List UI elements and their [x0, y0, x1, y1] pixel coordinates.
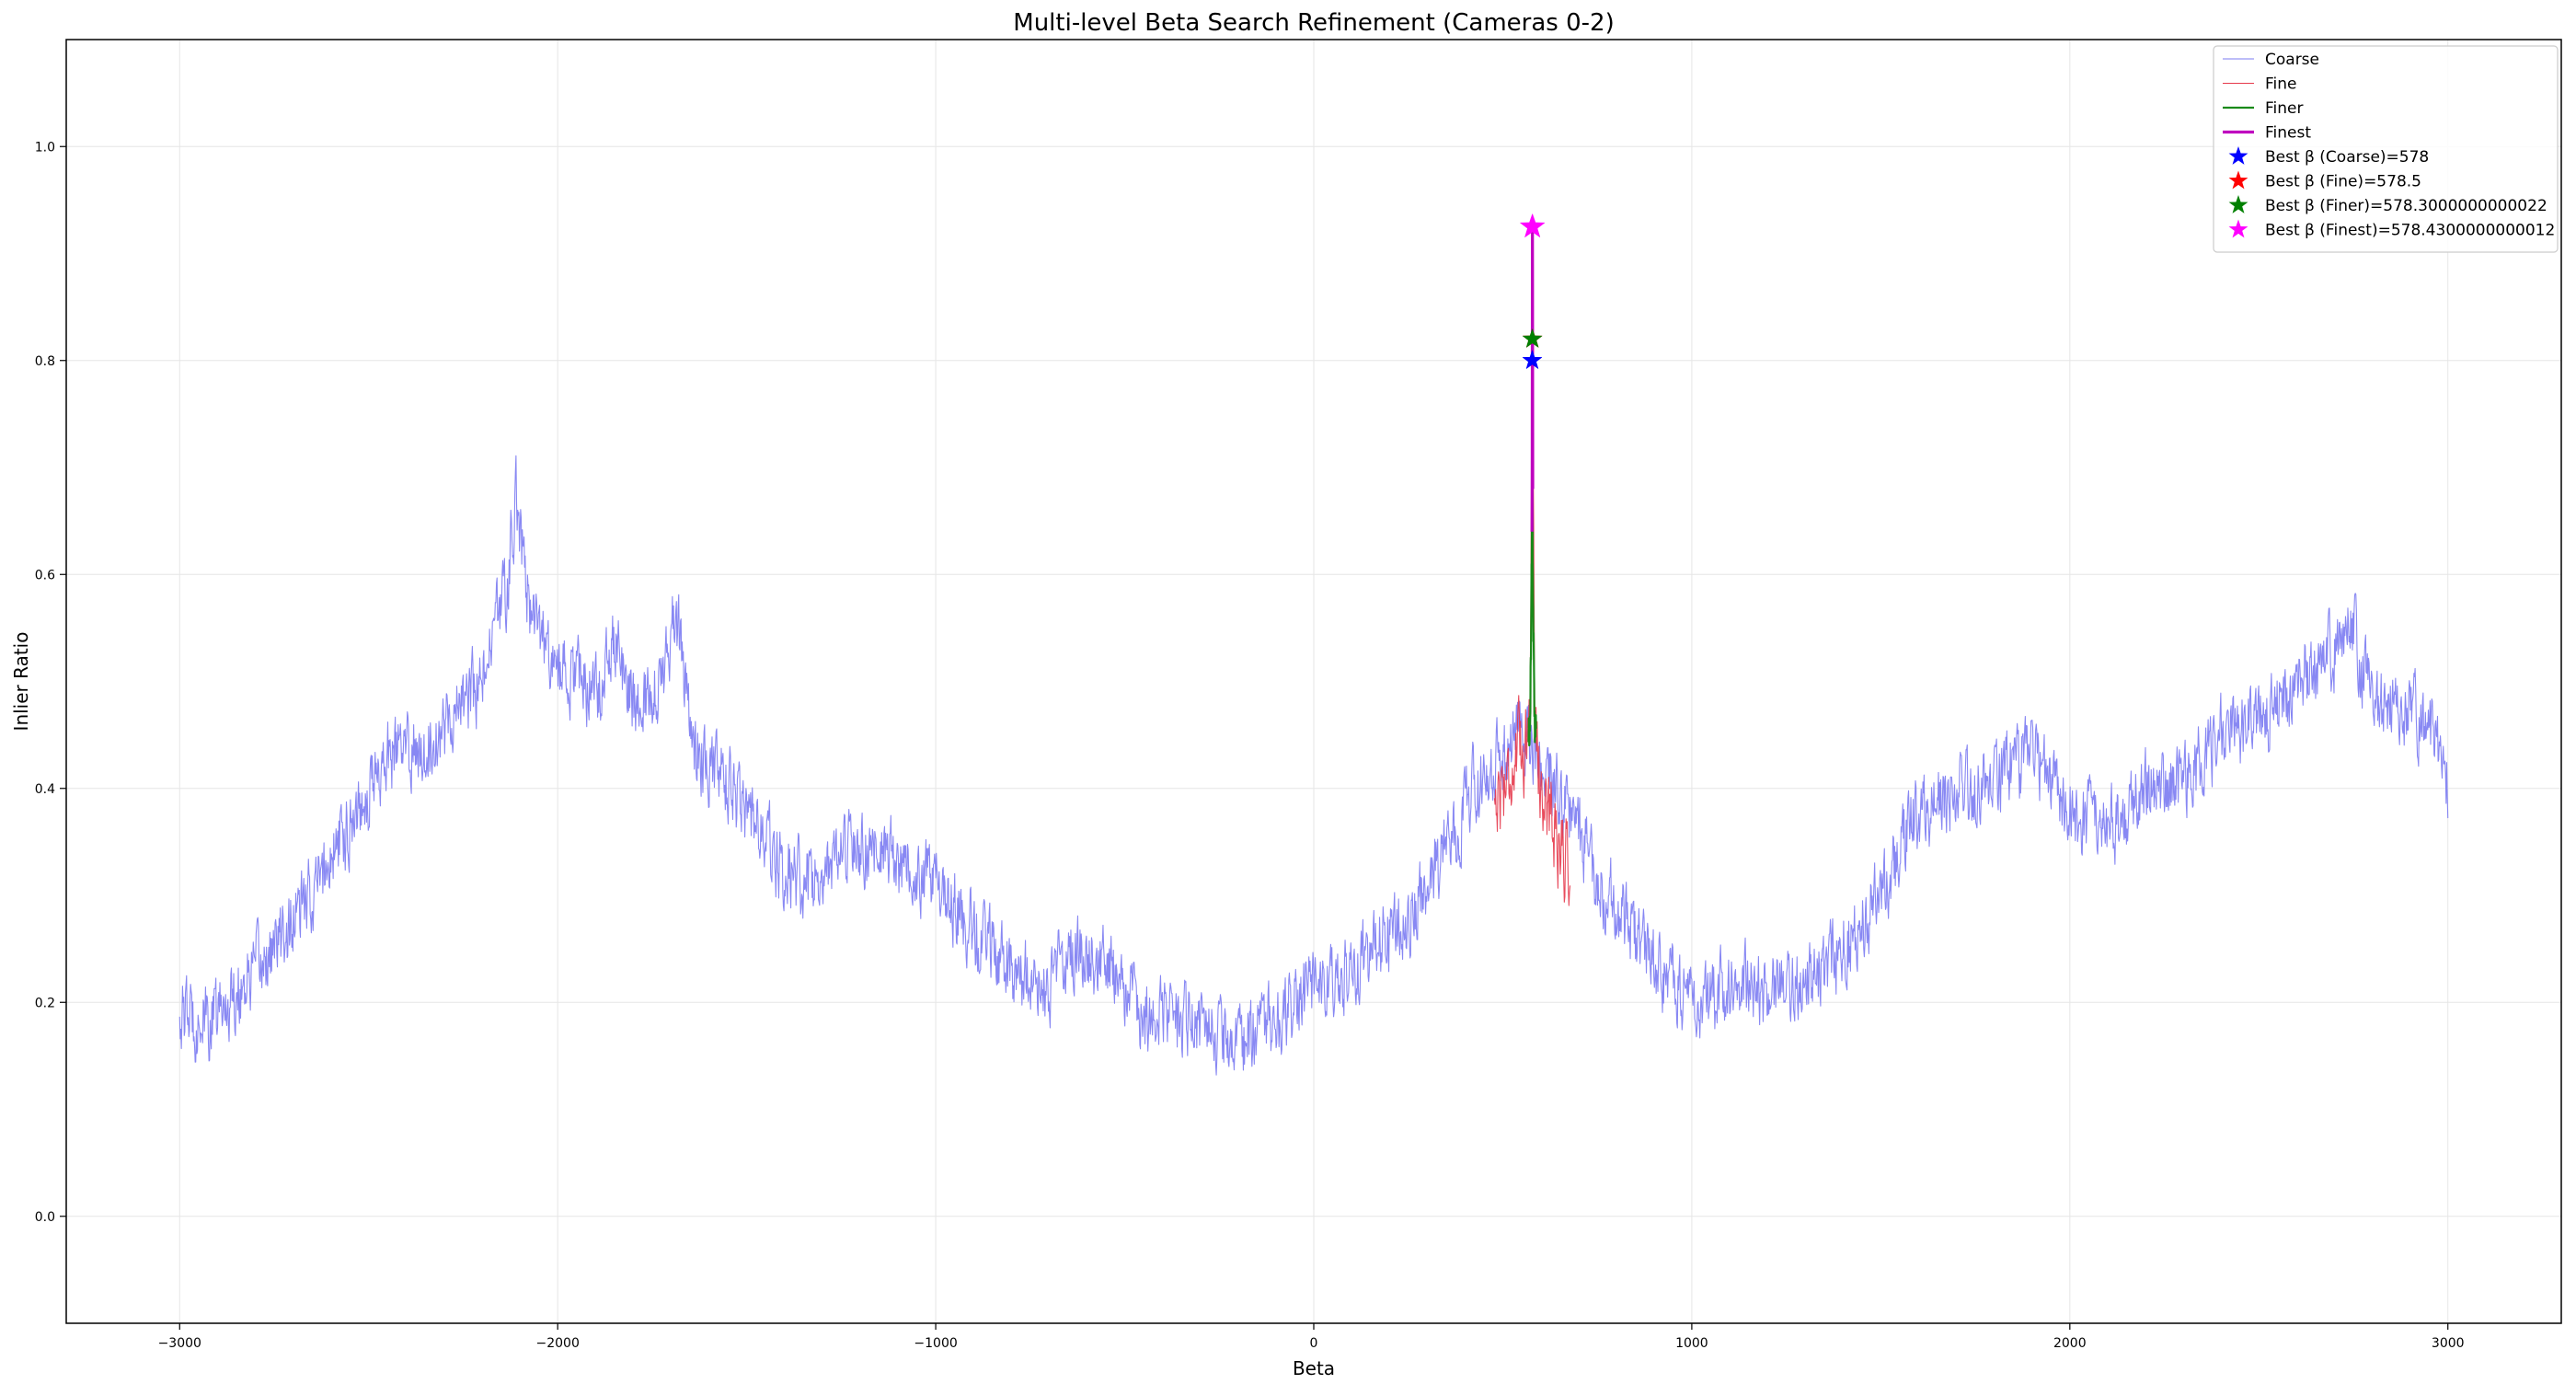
legend-star-swatch	[2228, 219, 2248, 238]
x-tick-label: −3000	[158, 1336, 201, 1351]
legend-star-swatch	[2228, 170, 2248, 190]
legend-label: Finest	[2265, 124, 2311, 143]
legend-label: Best β (Coarse)=578	[2265, 148, 2429, 167]
y-tick-label: 0.4	[35, 782, 55, 797]
y-axis-title: Inlier Ratio	[10, 632, 32, 732]
x-tick-label: −2000	[536, 1336, 580, 1351]
x-tick-label: 0	[1310, 1336, 1318, 1351]
marker-layer	[1519, 213, 1546, 370]
legend-label: Best β (Finer)=578.3000000000022	[2265, 197, 2547, 215]
x-tick-label: 2000	[2053, 1336, 2087, 1351]
y-tick-label: 0.2	[35, 996, 55, 1010]
series-line-coarse	[178, 455, 2449, 1076]
y-tick-label: 0.8	[35, 354, 55, 369]
legend-box	[2213, 45, 2559, 253]
y-tick-label: 0.6	[35, 568, 55, 582]
x-tick-label: −1000	[914, 1336, 957, 1351]
chart-title: Multi-level Beta Search Refinement (Came…	[1013, 9, 1614, 37]
x-axis-title: Beta	[1293, 1357, 1335, 1379]
legend: Coarse Fine Finer Finest Best β (Coarse)=578…	[2213, 45, 2559, 253]
legend-label: Coarse	[2265, 51, 2319, 69]
best-beta-marker	[1519, 213, 1546, 238]
y-tick-label: 0.0	[35, 1210, 55, 1225]
legend-star-swatch	[2228, 146, 2248, 165]
x-tick-label: 1000	[1675, 1336, 1708, 1351]
legend-label: Best β (Finest)=578.4300000000012	[2265, 222, 2555, 240]
best-beta-marker	[1522, 328, 1543, 349]
series-line-finest	[1530, 229, 1535, 532]
best-beta-marker	[1522, 349, 1543, 370]
legend-label: Finer	[2265, 99, 2304, 118]
y-tick-label: 1.0	[35, 140, 55, 155]
x-tick-label: 3000	[2432, 1336, 2465, 1351]
tick-layer: −3000 −2000 −1000 0 1000 2000 3000 0.0 0.2 0.4 0.6…	[35, 140, 2465, 1351]
grid	[66, 40, 2561, 1323]
series-layer	[178, 229, 2449, 1076]
legend-label: Best β (Fine)=578.5	[2265, 173, 2421, 191]
legend-label: Fine	[2265, 75, 2297, 94]
legend-star-swatch	[2228, 195, 2248, 213]
